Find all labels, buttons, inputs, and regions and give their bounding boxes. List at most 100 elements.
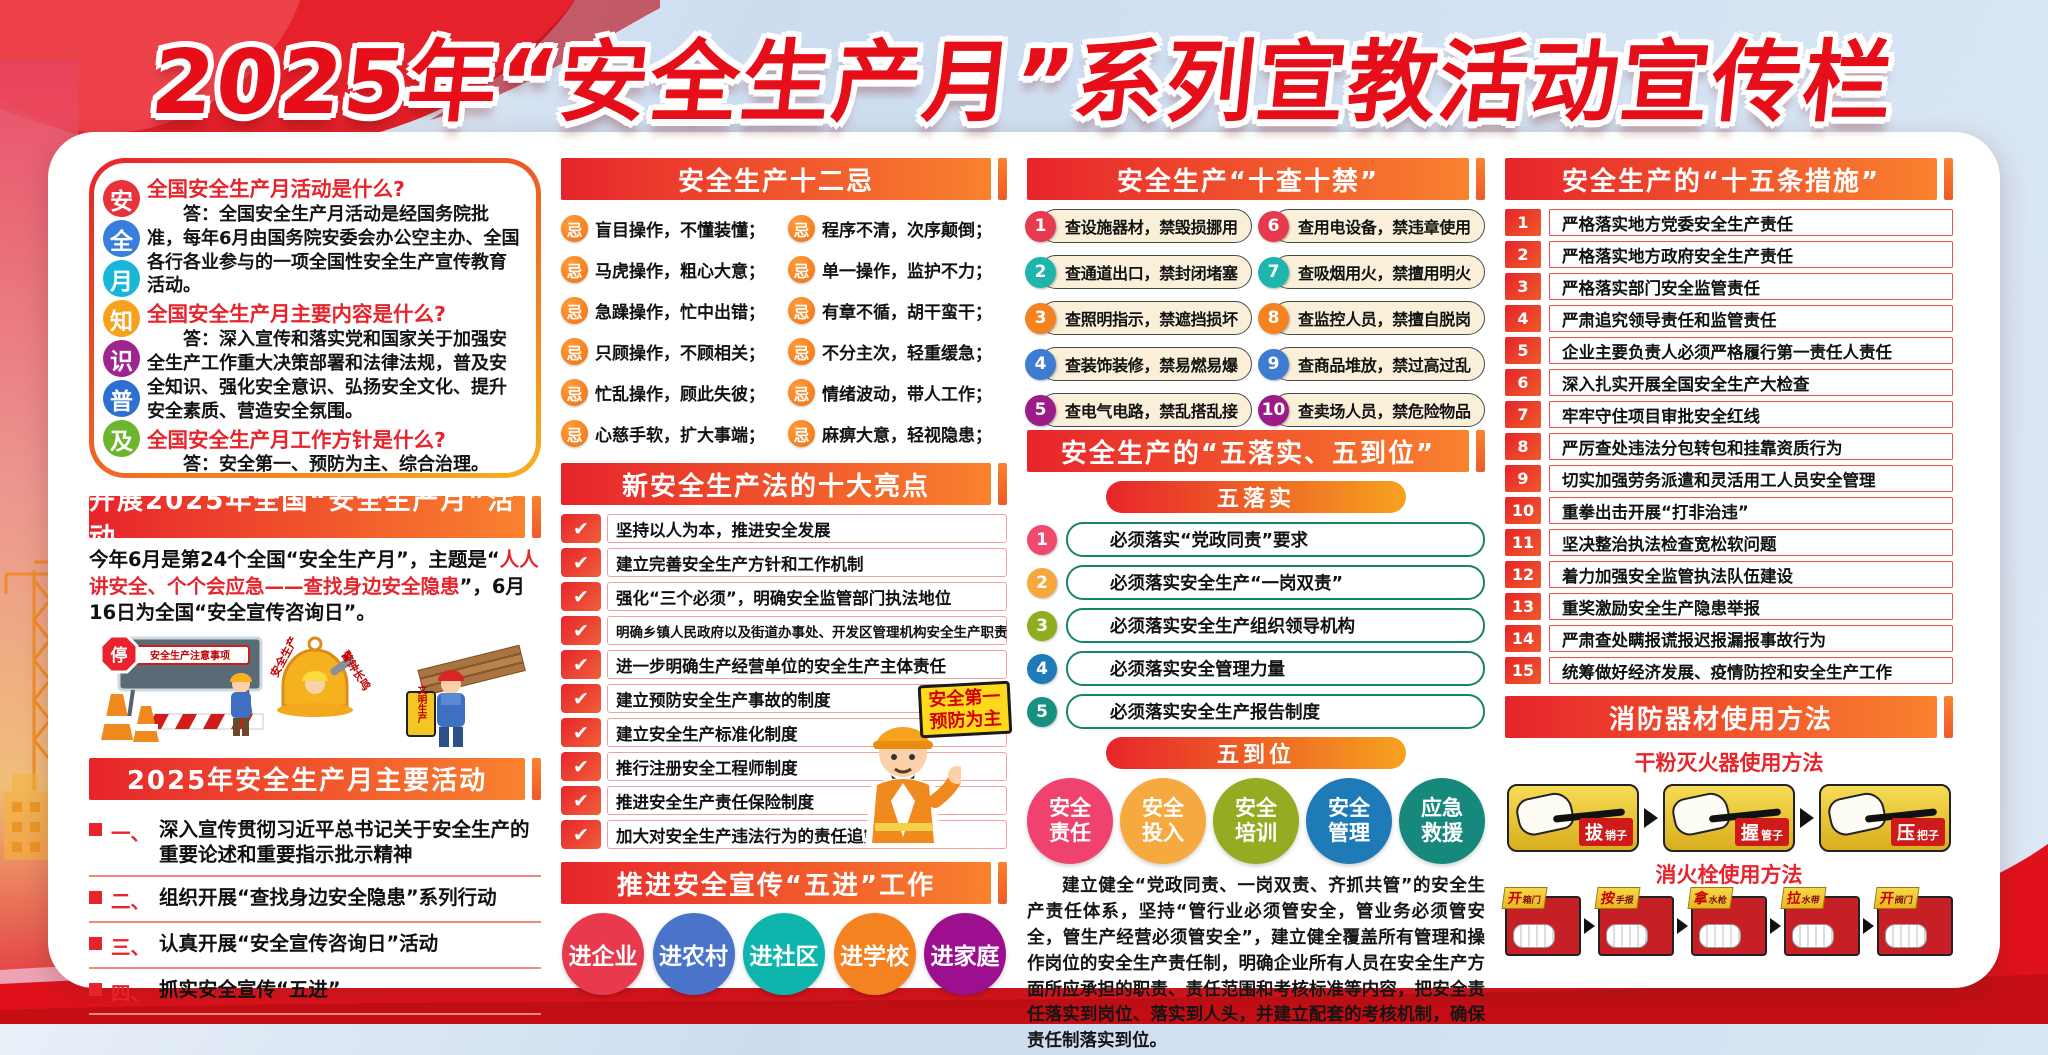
highlight-text: 强化“三个必须”，明确安全监管部门执法地位 — [607, 582, 1007, 611]
taboo-icon: 忌 — [561, 215, 588, 242]
item-text: 重拳出击开展“打非治违” — [1549, 497, 1953, 524]
activity-theme-highlight: 人人讲安全、个个会应急——查找身边安全隐患 — [89, 548, 539, 598]
header-tick — [532, 757, 541, 800]
section-header-fifteen-measures: 安全生产的“十五条措施” — [1505, 158, 1953, 200]
item-text: 严格落实部门安全监管责任 — [1549, 273, 1953, 300]
item-text: 查用电设备，禁违章使用 — [1272, 209, 1485, 243]
header-tick — [1944, 696, 1953, 738]
item-text: 统筹做好经济发展、疫情防控和安全生产工作 — [1549, 657, 1953, 684]
measure-item: 12 着力加强安全监管执法队伍建设 — [1505, 561, 1953, 588]
five-into-circle: 进企业 — [562, 913, 644, 995]
item-text: 查电气电路，禁乱搭乱接 — [1039, 393, 1252, 427]
item-number-badge: 3 — [1505, 273, 1541, 300]
column-measures-fire: 安全生产的“十五条措施” 1 严格落实地方党委安全生产责任 2 严格落实地方政府安全… — [1501, 158, 1953, 1055]
highlight-text: 推行注册安全工程师制度 — [607, 752, 1007, 781]
measure-item: 9 切实加强劳务派遣和灵活用工人员安全管理 — [1505, 465, 1953, 492]
taboo-icon: 忌 — [561, 297, 588, 324]
svg-text:安全生产注意事项: 安全生产注意事项 — [150, 649, 230, 662]
highlight-text: 建立完善安全生产方针和工作机制 — [607, 548, 1007, 577]
item-text: 严格落实地方党委安全生产责任 — [1549, 209, 1953, 236]
section-header-five-into: 推进安全宣传“五进”工作 — [561, 862, 1007, 904]
check-ban-item: 3 查照明指示，禁遮挡损坏 — [1025, 301, 1252, 335]
item-text: 认真开展“安全宣传咨询日”活动 — [159, 932, 439, 956]
in-place-circle: 安全 培训 — [1213, 778, 1299, 864]
item-number-badge: 5 — [1027, 696, 1057, 727]
item-number: 二、 — [111, 890, 151, 914]
main-act-item: 一、 深入宣传贯彻习近平总书记关于安全生产的重要论述和重要指示批示精神 — [89, 809, 541, 878]
item-text: 严肃追究领导责任和监管责任 — [1549, 305, 1953, 332]
taboo-text: 有章不循，胡干蛮干； — [822, 303, 992, 323]
item-number-badge: 1 — [1505, 209, 1541, 236]
taboo-text: 盲目操作，不懂装懂； — [595, 221, 765, 241]
arrow-right-icon — [1770, 918, 1781, 934]
item-text: 切实加强劳务派遣和灵活用工人员安全管理 — [1549, 465, 1953, 492]
taboo-text: 只顾操作，不顾相关； — [595, 344, 765, 364]
item-number-badge: 5 — [1505, 337, 1541, 364]
step-action-char: 按 — [1599, 891, 1616, 907]
taboo-icon: 忌 — [788, 379, 815, 406]
taboo-item: 忌马虎操作，粗心大意； — [561, 250, 780, 289]
header-tick — [998, 862, 1007, 904]
ten-checks-grid: 1 查设施器材，禁毁损挪用 2 查通道出口，禁封闭堵塞 3 查照明指示，禁遮挡损坏 4… — [1025, 209, 1485, 427]
item-text: 严肃查处瞒报谎报迟报漏报事故行为 — [1549, 625, 1953, 652]
arrow-right-icon — [1644, 808, 1658, 828]
extinguisher-steps: 拔销子 握管子 压把子 — [1505, 784, 1953, 852]
step-action-char: 开 — [1878, 891, 1895, 907]
item-number-badge: 2 — [1505, 241, 1541, 268]
check-icon: ✔ — [561, 752, 601, 781]
highlight-item: ✔ 建立完善安全生产方针和工作机制 — [561, 548, 1007, 577]
section-header-ten-checks: 安全生产“十查十禁” — [1027, 158, 1485, 200]
item-number-badge: 8 — [1505, 433, 1541, 460]
item-number-badge: 2 — [1027, 567, 1057, 598]
highlight-item: ✔ 推行注册安全工程师制度 — [561, 752, 1007, 781]
taboo-icon: 忌 — [561, 379, 588, 406]
item-text: 企业主要负责人必须严格履行第一责任人责任 — [1549, 337, 1953, 364]
item-text: 必须落实安全生产组织领导机构 — [1066, 608, 1485, 643]
item-text: 必须落实安全生产“一岗双责” — [1066, 565, 1485, 600]
taboo-icon: 忌 — [788, 256, 815, 283]
hydrant-step-panel: 按手报 — [1594, 887, 1674, 956]
ten-highlights-list: ✔ 坚持以人为本，推进安全发展 ✔ 建立完善安全生产方针和工作机制 ✔ 强化“三个必须… — [561, 514, 1013, 849]
section-header-main-acts: 2025年安全生产月主要活动 — [89, 757, 541, 800]
activity-paragraph: 今年6月是第24个全国“安全生产月”，主题是“人人讲安全、个个会应急——查找身边… — [89, 547, 541, 627]
activity-text-after: ”，6月16日为全国“安全宣传咨询日”。 — [89, 574, 525, 625]
implement-item: 2 必须落实安全生产“一岗双责” — [1027, 565, 1485, 600]
item-text: 深入扎实开展全国安全生产大检查 — [1549, 369, 1953, 396]
section-header-twelve-taboos: 安全生产十二忌 — [561, 158, 1007, 200]
item-number-badge: 10 — [1258, 394, 1289, 426]
taboo-text: 麻痹大意，轻视隐患； — [822, 426, 992, 446]
check-icon: ✔ — [561, 786, 601, 815]
item-text: 严格落实地方政府安全生产责任 — [1549, 241, 1953, 268]
step-action-char: 压 — [1897, 823, 1915, 844]
taboo-text: 急躁操作，忙中出错； — [595, 303, 765, 323]
step-action-char: 开 — [1506, 891, 1523, 907]
arrow-right-icon — [1677, 918, 1688, 934]
item-text: 必须落实安全生产报告制度 — [1066, 694, 1485, 729]
measure-item: 5 企业主要负责人必须严格履行第一责任人责任 — [1505, 337, 1953, 364]
header-tick — [1476, 158, 1485, 200]
step-action-char: 握 — [1741, 823, 1759, 844]
section-header-text: 新安全生产法的十大亮点 — [561, 463, 991, 505]
item-text: 查设施器材，禁毁损挪用 — [1039, 209, 1252, 243]
main-act-item: 二、 组织开展“查找身边安全隐患”系列行动 — [89, 877, 541, 924]
item-text: 查吸烟用火，禁擅用明火 — [1272, 255, 1485, 289]
item-number-badge: 5 — [1025, 394, 1056, 426]
item-text: 查商品堆放，禁过高过乱 — [1272, 347, 1485, 381]
badge-char: 知 — [103, 300, 140, 337]
square-bullet-icon — [89, 937, 102, 951]
taboo-item: 忌忙乱操作，顾此失彼； — [561, 373, 780, 412]
item-text: 抓实安全宣传“五进” — [159, 978, 341, 1002]
hydrant-step-panel: 开箱门 — [1501, 887, 1581, 956]
fifteen-measures-list: 1 严格落实地方党委安全生产责任 2 严格落实地方政府安全生产责任 3 严格落实部门安… — [1505, 209, 1953, 684]
section-header-text: 2025年安全生产月主要活动 — [89, 757, 525, 800]
check-ban-item: 1 查设施器材，禁毁损挪用 — [1025, 209, 1252, 243]
item-number-badge: 10 — [1505, 497, 1541, 524]
badge-char: 识 — [103, 340, 140, 377]
arrow-right-icon — [1800, 808, 1814, 828]
taboo-text: 情绪波动，带人工作； — [822, 385, 992, 405]
item-number-badge: 4 — [1505, 305, 1541, 332]
taboo-item: 忌情绪波动，带人工作； — [788, 373, 1007, 412]
implement-item: 3 必须落实安全生产组织领导机构 — [1027, 608, 1485, 643]
taboo-icon: 忌 — [561, 338, 588, 365]
item-number: 三、 — [111, 936, 151, 960]
